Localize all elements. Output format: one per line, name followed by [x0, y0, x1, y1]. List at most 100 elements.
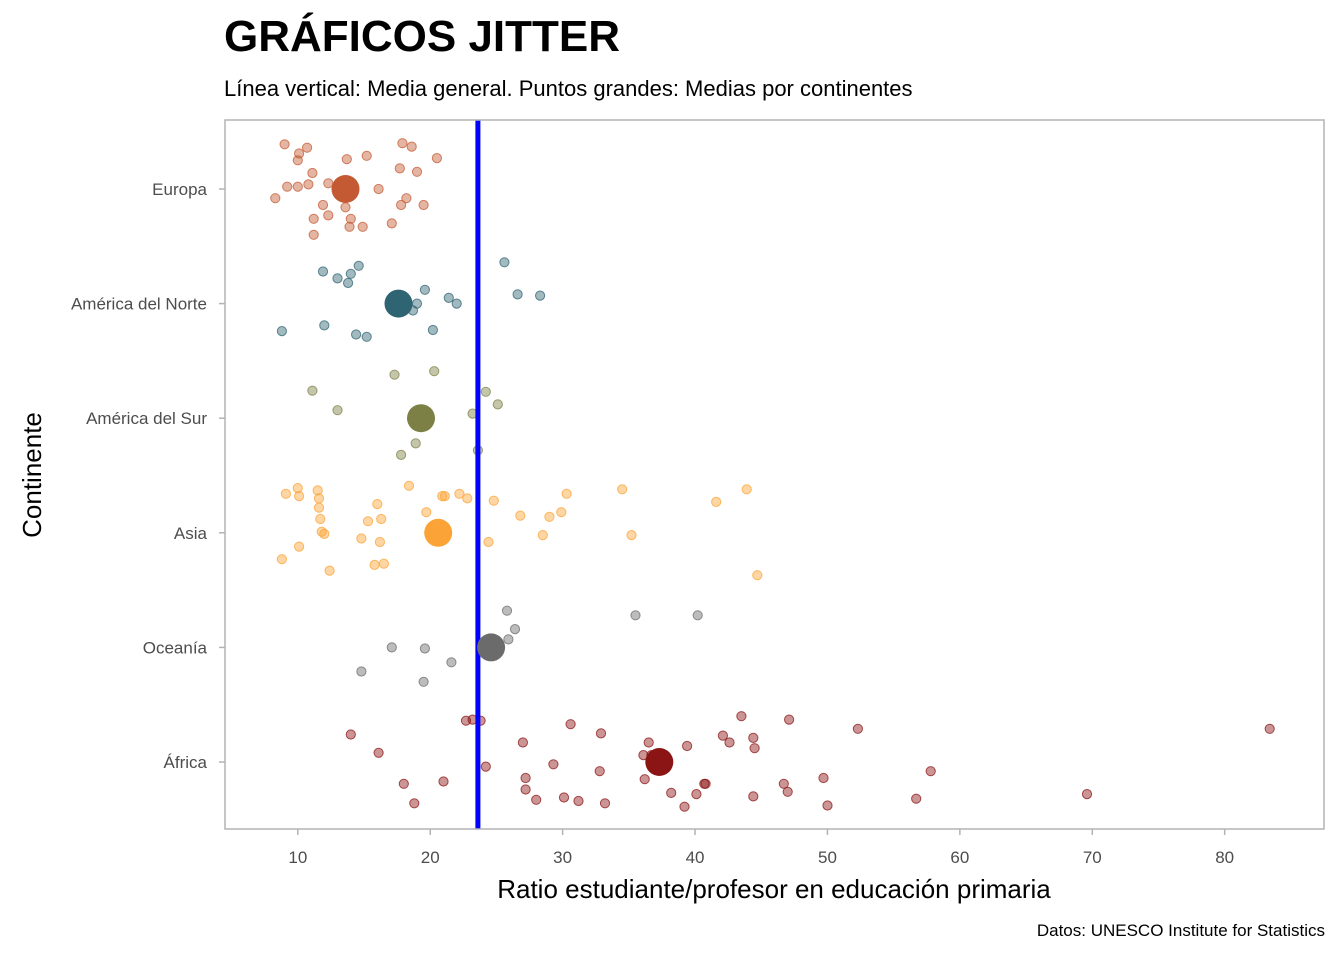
data-point — [313, 502, 325, 513]
data-point — [374, 536, 385, 548]
data-point — [345, 729, 356, 740]
data-point — [537, 530, 548, 541]
data-point — [925, 766, 936, 777]
category-mean-point — [477, 633, 506, 662]
data-point — [409, 798, 420, 809]
category-mean-point — [384, 289, 413, 318]
data-point — [341, 154, 352, 165]
data-point — [499, 257, 510, 268]
data-point — [462, 493, 473, 504]
data-point — [307, 167, 318, 179]
data-point — [324, 565, 335, 576]
data-point — [460, 715, 472, 726]
data-point — [302, 142, 313, 153]
data-point — [691, 789, 702, 800]
data-point — [1264, 723, 1275, 734]
data-point — [345, 268, 356, 279]
data-point — [394, 163, 405, 174]
data-point — [451, 298, 462, 309]
data-point — [292, 483, 303, 494]
category-mean-point — [645, 748, 674, 776]
data-point — [389, 369, 400, 380]
data-point — [419, 284, 430, 295]
x-axis: 10 20 30 40 50 60 70 80 — [288, 829, 1234, 867]
data-point — [438, 776, 449, 787]
data-point — [369, 559, 380, 571]
data-point — [361, 331, 372, 342]
data-point — [343, 277, 354, 289]
data-point — [784, 714, 795, 725]
data-point — [544, 511, 555, 522]
data-point — [480, 761, 491, 772]
data-point — [376, 513, 387, 525]
data-point — [852, 723, 864, 734]
data-point — [454, 488, 465, 499]
data-point — [679, 801, 690, 812]
data-point — [319, 320, 330, 331]
data-point — [292, 181, 303, 192]
data-point — [639, 774, 650, 785]
data-point — [595, 728, 607, 739]
data-point — [818, 772, 829, 784]
data-point — [748, 732, 759, 744]
x-axis-title: Ratio estudiante/profesor en educación p… — [497, 874, 1051, 904]
data-point — [410, 438, 421, 449]
data-point — [1081, 789, 1093, 800]
data-point — [418, 676, 429, 687]
y-tick-label: Europa — [152, 180, 207, 199]
data-point — [270, 193, 281, 204]
category-mean-point — [424, 518, 453, 547]
data-point — [682, 740, 693, 752]
data-point — [344, 221, 355, 232]
data-point — [911, 793, 922, 804]
data-point — [778, 778, 789, 789]
data-point — [488, 495, 499, 506]
y-tick-label: África — [164, 753, 208, 772]
data-point — [643, 737, 654, 748]
data-point — [361, 150, 372, 161]
data-points-layer — [270, 138, 1275, 812]
data-point — [332, 405, 343, 416]
data-point — [517, 737, 529, 748]
data-point — [403, 480, 415, 491]
data-point — [307, 385, 318, 396]
data-point — [439, 491, 450, 502]
x-tick-label: 70 — [1083, 848, 1102, 867]
data-point — [356, 666, 367, 677]
data-point — [396, 449, 407, 460]
data-point — [711, 496, 722, 507]
data-point — [280, 488, 291, 499]
data-point — [630, 610, 641, 621]
chart-subtitle: Línea vertical: Media general. Puntos gr… — [224, 76, 913, 101]
category-mean-point — [331, 175, 360, 203]
data-point — [303, 179, 314, 190]
data-point — [749, 743, 760, 754]
data-point — [411, 166, 423, 177]
data-point — [429, 366, 440, 377]
data-point — [573, 795, 584, 807]
data-point — [822, 800, 833, 811]
data-point — [548, 759, 559, 770]
data-point — [421, 507, 432, 518]
data-point — [308, 229, 319, 240]
data-point — [699, 778, 710, 789]
data-point — [357, 221, 368, 232]
data-point — [279, 139, 290, 150]
chart-caption: Datos: UNESCO Institute for Statistics — [1036, 921, 1325, 940]
data-point — [294, 491, 305, 502]
x-tick-label: 80 — [1215, 848, 1234, 867]
y-axis: Europa América del Norte América del Sur As… — [71, 180, 225, 772]
data-point — [353, 260, 364, 271]
y-tick-label: Asia — [174, 524, 208, 543]
data-point — [276, 554, 287, 565]
data-point — [561, 488, 572, 499]
data-point — [340, 202, 351, 213]
data-point — [313, 493, 325, 504]
data-point — [373, 183, 384, 195]
data-point — [396, 199, 407, 211]
data-point — [724, 737, 735, 748]
data-point — [398, 778, 409, 789]
data-point — [717, 730, 729, 741]
data-point — [565, 719, 576, 730]
